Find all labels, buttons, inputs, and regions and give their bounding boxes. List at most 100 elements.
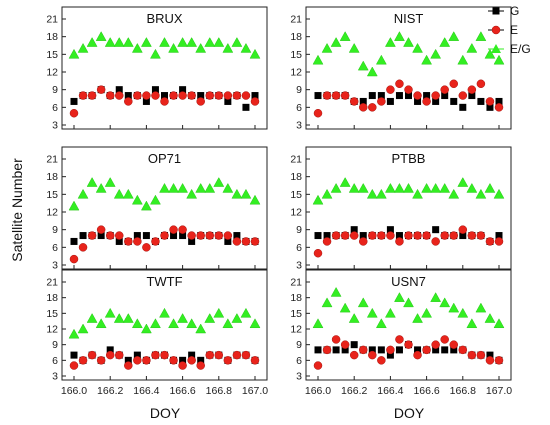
panel-brux: 3 6 9 12 15 18 21 BRUX: [46, 6, 268, 132]
y-tick-label: 6: [296, 355, 302, 367]
data-point-eg: [475, 188, 487, 199]
data-point-eg: [466, 182, 478, 193]
series-e: [69, 350, 260, 370]
data-point-e: [178, 91, 187, 100]
data-point-eg: [240, 188, 252, 199]
data-point-eg: [457, 307, 469, 318]
data-point-e: [196, 231, 205, 240]
data-point-eg: [122, 313, 134, 323]
data-point-e: [115, 231, 124, 240]
x-tick-label: 166.8: [206, 385, 232, 397]
data-point-e: [178, 225, 187, 234]
data-point-g: [359, 232, 367, 240]
data-point-eg: [122, 188, 134, 199]
legend-label: G: [510, 4, 519, 18]
data-point-g: [359, 97, 367, 105]
data-point-e: [78, 91, 88, 100]
data-point-eg: [403, 37, 414, 47]
data-point-e: [431, 340, 440, 349]
y-tick-label: 9: [296, 224, 302, 236]
data-point-g: [350, 226, 358, 234]
data-point-g: [142, 232, 150, 240]
series-e-g: [68, 31, 261, 59]
y-tick-label: 15: [290, 308, 302, 320]
y-tick-label: 6: [296, 102, 302, 114]
data-point-eg: [412, 42, 423, 53]
data-point-e: [187, 356, 196, 365]
data-point-e: [476, 79, 486, 89]
data-point-g: [70, 351, 78, 359]
data-point-eg: [231, 313, 243, 323]
data-point-g: [197, 356, 205, 364]
data-point-eg: [177, 182, 189, 193]
data-point-e: [133, 356, 142, 365]
data-point-e: [458, 91, 468, 100]
data-point-g: [70, 97, 78, 105]
data-point-e: [105, 91, 115, 100]
data-point-eg: [159, 307, 170, 318]
y-tick-label: 9: [52, 84, 58, 96]
data-point-e: [413, 231, 422, 240]
data-point-eg: [366, 188, 378, 199]
data-point-eg: [150, 318, 161, 329]
data-point-eg: [375, 188, 387, 199]
data-point-g: [395, 346, 403, 354]
data-point-g: [224, 97, 232, 105]
data-point-eg: [357, 182, 369, 193]
legend-item-g: G: [488, 4, 519, 18]
data-point-g: [323, 232, 331, 240]
data-point-eg: [430, 292, 442, 302]
data-point-eg: [150, 194, 161, 205]
data-point-g: [386, 97, 394, 105]
data-point-e: [115, 91, 124, 100]
y-axis-title: Satellite Number: [9, 158, 25, 262]
legend-item-e-g: E/G: [488, 42, 531, 56]
legend-label: E/G: [510, 42, 531, 56]
y-tick-label: 3: [296, 120, 302, 132]
data-point-eg: [95, 31, 107, 41]
panel-title: PTBB: [392, 151, 426, 166]
data-point-e: [160, 97, 169, 106]
data-point-g: [395, 232, 403, 240]
data-point-e: [96, 225, 106, 234]
data-point-eg: [375, 54, 387, 65]
data-point-e: [196, 361, 205, 370]
data-point-eg: [240, 307, 252, 318]
data-point-eg: [195, 42, 207, 53]
data-point-e: [69, 361, 79, 370]
y-tick-label: 3: [296, 371, 302, 383]
data-point-e: [223, 356, 233, 365]
data-point-e: [96, 85, 106, 94]
data-point-eg: [348, 313, 360, 323]
data-point-eg: [448, 188, 460, 199]
data-point-e: [160, 350, 169, 360]
data-point-e: [232, 237, 242, 246]
data-point-e: [169, 356, 178, 365]
data-point-e: [467, 350, 477, 360]
data-point-eg: [466, 318, 478, 329]
data-point-e: [313, 248, 323, 258]
data-point-e: [322, 345, 332, 355]
data-point-eg: [439, 297, 451, 308]
data-point-eg: [204, 182, 216, 193]
data-point-g: [368, 92, 376, 100]
data-point-eg: [140, 323, 152, 334]
x-tick-label: 167.0: [486, 385, 512, 397]
y-tick-label: 9: [52, 224, 58, 236]
panel-usn7: 3 6 9 12 15 18 21 166.0 166.2 166.4 166.6 166.8 167.…: [290, 269, 512, 397]
data-point-g: [386, 351, 394, 359]
data-point-e: [205, 91, 214, 100]
y-tick-label: 12: [290, 207, 302, 219]
data-point-e: [395, 79, 404, 89]
panels-layer: 3 6 9 12 15 18 21 BRUX 3 6 9 12 15 18 21 NIST 3 6 9 12 15 18 2…: [46, 6, 512, 397]
data-point-e: [494, 237, 504, 246]
data-point-e: [87, 91, 97, 100]
data-point-eg: [240, 42, 252, 53]
y-tick-label: 9: [296, 84, 302, 96]
data-point-e: [151, 350, 160, 360]
data-point-e: [124, 361, 133, 370]
series-e-g: [312, 177, 505, 205]
data-point-eg: [249, 194, 261, 205]
data-point-e: [449, 340, 458, 349]
data-point-g: [124, 356, 132, 364]
